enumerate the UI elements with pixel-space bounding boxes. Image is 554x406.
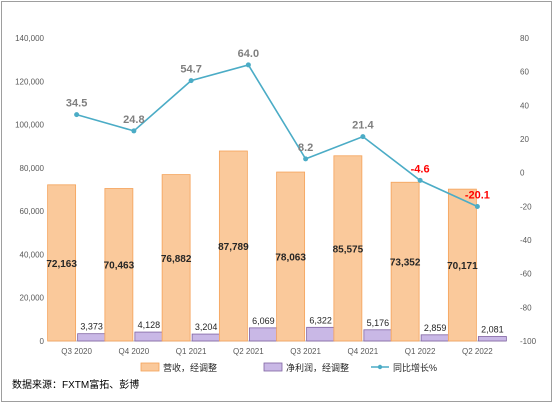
legend-label-growth: 同比增长% (393, 362, 437, 373)
legend-marker-growth (377, 364, 383, 370)
right-tick-label: 20 (520, 135, 529, 144)
revenue-bar-label: 72,163 (46, 259, 77, 270)
profit-bar (134, 331, 164, 342)
growth-point-label: 21.4 (352, 120, 374, 132)
left-tick-label: 60,000 (20, 207, 45, 216)
growth-point (474, 204, 480, 210)
profit-bar-label: 6,069 (252, 316, 275, 326)
growth-point-label: 34.5 (66, 98, 87, 110)
profit-bar (248, 327, 278, 342)
revenue-bar (161, 174, 191, 342)
profit-bar-label: 4,128 (138, 320, 161, 330)
profit-bar-label: 3,373 (80, 322, 103, 332)
x-tick-label: Q4 2020 (119, 347, 150, 356)
growth-line (76, 64, 478, 208)
left-tick-label: 40,000 (20, 250, 45, 259)
revenue-bar-label: 76,882 (161, 254, 192, 265)
growth-point (188, 78, 194, 84)
growth-point-label: 64.0 (238, 48, 259, 60)
profit-bar-label: 3,204 (195, 322, 218, 332)
profit-bar (363, 329, 393, 342)
revenue-bar-label: 78,063 (275, 253, 306, 264)
source-note: 数据来源：FXTM富拓、彭博 (12, 378, 139, 391)
growth-point-label: 24.8 (123, 114, 144, 126)
x-tick-label: Q2 2021 (233, 347, 264, 356)
profit-bar-label: 6,322 (309, 315, 332, 325)
growth-point-label: 54.7 (180, 64, 201, 76)
growth-point-label: 8.2 (298, 142, 313, 154)
right-tick-label: -60 (520, 270, 532, 279)
left-tick-label: 140,000 (15, 34, 44, 43)
growth-point-label: -20.1 (465, 190, 490, 202)
legend-label-revenue: 营收，经调整 (163, 362, 217, 373)
right-tick-label: 0 (520, 169, 525, 178)
revenue-bar (47, 184, 77, 342)
x-tick-label: Q1 2022 (405, 347, 436, 356)
revenue-bar (218, 150, 248, 342)
revenue-bar-label: 85,575 (333, 244, 364, 255)
right-axis: -100 -80 -60 -40 -20 0 20 40 60 80 (520, 34, 537, 346)
right-tick-label: -80 (520, 303, 532, 312)
revenue-bar (104, 188, 134, 342)
left-tick-label: 0 (40, 337, 45, 346)
x-tick-label: Q2 2022 (462, 347, 493, 356)
legend: 营收，经调整 净利润，经调整 同比增长% (140, 362, 437, 373)
revenue-bar-label: 70,463 (104, 261, 135, 272)
growth-point (74, 112, 80, 118)
x-tick-label: Q3 2020 (61, 347, 92, 356)
growth-point (131, 128, 137, 134)
profit-bar (477, 336, 507, 342)
chart-svg: 0 20,000 40,000 60,000 80,000 100,000 120,000 1… (12, 34, 537, 391)
right-tick-label: -40 (520, 236, 532, 245)
right-tick-label: 40 (520, 101, 529, 110)
revenue-bar (390, 181, 420, 342)
revenue-bar (276, 171, 306, 342)
growth-line-layer: 34.5 24.8 54.7 64.0 8.2 21.4 -4.6 -20.1 (66, 48, 490, 210)
x-tick-label: Q4 2021 (348, 347, 379, 356)
growth-point-label: -4.6 (411, 163, 430, 175)
revenue-bar-label: 70,171 (447, 261, 478, 272)
profit-bar-label: 2,081 (481, 324, 504, 334)
x-tick-label: Q3 2021 (290, 347, 321, 356)
revenue-bar (333, 155, 363, 342)
revenue-bar-label: 73,352 (390, 258, 421, 269)
revenue-bar-label: 87,789 (218, 242, 249, 253)
growth-point (360, 134, 366, 140)
profit-bar (77, 333, 107, 342)
profit-bar (420, 334, 450, 342)
x-axis: Q3 2020 Q4 2020 Q1 2021 Q2 2021 Q3 2021 Q4 20… (61, 347, 493, 356)
left-tick-label: 100,000 (15, 121, 44, 130)
left-axis: 0 20,000 40,000 60,000 80,000 100,000 120,000 1… (15, 34, 44, 346)
left-tick-label: 20,000 (20, 294, 45, 303)
legend-swatch-profit (263, 362, 283, 372)
profit-bar-label: 2,859 (424, 323, 447, 333)
profit-bar-label: 5,176 (367, 318, 390, 328)
right-tick-label: 60 (520, 68, 529, 77)
left-tick-label: 80,000 (20, 164, 45, 173)
growth-point (303, 156, 309, 162)
profit-bar (306, 326, 336, 342)
x-tick-label: Q1 2021 (176, 347, 207, 356)
profit-bar (191, 333, 221, 342)
left-tick-label: 120,000 (15, 77, 44, 86)
bars-layer (47, 150, 507, 342)
legend-label-profit: 净利润，经调整 (286, 362, 349, 373)
revenue-bar (447, 188, 477, 342)
right-tick-label: 80 (520, 34, 529, 43)
bar-labels-layer: 72,163 3,373 70,463 4,128 76,882 3,204 87,789 6… (46, 242, 503, 334)
growth-point (245, 62, 251, 68)
right-tick-label: -20 (520, 202, 532, 211)
growth-point (417, 177, 423, 183)
right-tick-label: -100 (520, 337, 537, 346)
legend-swatch-revenue (140, 362, 160, 372)
